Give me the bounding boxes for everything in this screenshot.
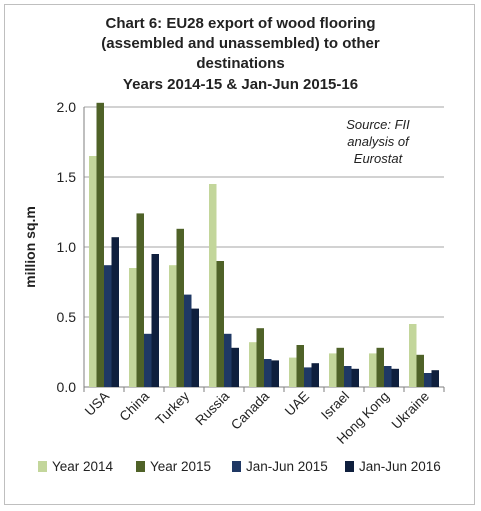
chart-title-line-2: (assembled and unassembled) to other — [101, 35, 380, 52]
x-category-label: Ukraine — [389, 389, 433, 433]
chart-frame — [4, 4, 475, 505]
bar-russia-jan-jun-2015 — [224, 333, 232, 387]
bar-russia-year-2015 — [216, 261, 224, 387]
legend-label: Year 2015 — [150, 459, 211, 474]
x-category-label: Turkey — [153, 388, 193, 428]
chart-title-line-1: Chart 6: EU28 export of wood flooring — [105, 15, 376, 32]
bar-uae-year-2014 — [289, 357, 297, 387]
x-category-label: Israel — [318, 389, 352, 423]
bar-russia-jan-jun-2016 — [231, 347, 239, 387]
x-category-label: UAE — [282, 389, 312, 419]
bar-turkey-jan-jun-2015 — [184, 294, 192, 387]
bar-china-jan-jun-2015 — [144, 333, 152, 387]
source-annotation: Source: FII analysis of Eurostat — [328, 116, 428, 167]
bar-canada-year-2015 — [256, 328, 264, 387]
bar-israel-year-2015 — [336, 347, 344, 387]
bar-ukraine-jan-jun-2015 — [424, 373, 432, 387]
bar-hong-kong-jan-jun-2015 — [384, 366, 392, 387]
bar-hong-kong-jan-jun-2016 — [391, 368, 399, 387]
legend-swatch — [38, 461, 47, 472]
bar-uae-jan-jun-2016 — [311, 363, 319, 387]
bar-hong-kong-year-2015 — [376, 347, 384, 387]
chart-title-line-3: destinations — [196, 55, 285, 72]
bar-israel-jan-jun-2015 — [344, 366, 352, 387]
bar-usa-jan-jun-2016 — [111, 237, 119, 387]
bar-ukraine-year-2014 — [409, 324, 417, 387]
bar-turkey-year-2014 — [169, 265, 177, 387]
y-tick-label: 1.0 — [57, 239, 77, 255]
legend-swatch — [136, 461, 145, 472]
source-line-1: Source: FII — [346, 117, 410, 132]
bar-canada-year-2014 — [249, 342, 257, 387]
legend-swatch — [232, 461, 241, 472]
y-tick-label: 1.5 — [57, 169, 77, 185]
bar-usa-jan-jun-2015 — [104, 265, 112, 387]
bar-turkey-year-2015 — [176, 228, 184, 387]
y-tick-label: 0.5 — [57, 309, 77, 325]
bar-usa-year-2015 — [96, 102, 104, 388]
source-line-2: analysis of — [347, 134, 409, 149]
x-category-label: USA — [82, 389, 112, 419]
legend-label: Year 2014 — [52, 459, 114, 474]
x-category-label: China — [117, 388, 153, 424]
bar-china-jan-jun-2016 — [151, 254, 159, 387]
source-line-3: Eurostat — [353, 151, 403, 166]
bar-hong-kong-year-2014 — [369, 353, 377, 387]
y-axis-label: million sq.m — [22, 206, 38, 288]
bar-canada-jan-jun-2016 — [271, 360, 279, 387]
bar-canada-jan-jun-2015 — [264, 359, 272, 387]
bar-china-year-2015 — [136, 213, 144, 387]
bar-ukraine-year-2015 — [416, 354, 424, 387]
bar-uae-jan-jun-2015 — [304, 367, 312, 387]
y-tick-label: 2.0 — [57, 99, 77, 115]
legend-swatch — [345, 461, 354, 472]
x-category-label: Russia — [192, 388, 232, 428]
legend-label: Jan-Jun 2015 — [246, 459, 328, 474]
bar-israel-jan-jun-2016 — [351, 368, 359, 387]
legend-label: Jan-Jun 2016 — [359, 459, 441, 474]
bar-uae-year-2015 — [296, 345, 304, 387]
bar-russia-year-2014 — [209, 184, 217, 387]
y-tick-label: 0.0 — [57, 379, 77, 395]
x-category-label: Canada — [228, 388, 272, 432]
bar-ukraine-jan-jun-2016 — [431, 370, 439, 387]
bar-israel-year-2014 — [329, 353, 337, 387]
bar-usa-year-2014 — [89, 156, 97, 387]
chart-title-line-4: Years 2014-15 & Jan-Jun 2015-16 — [122, 76, 359, 93]
bar-china-year-2014 — [129, 268, 137, 387]
bar-turkey-jan-jun-2016 — [191, 308, 199, 387]
